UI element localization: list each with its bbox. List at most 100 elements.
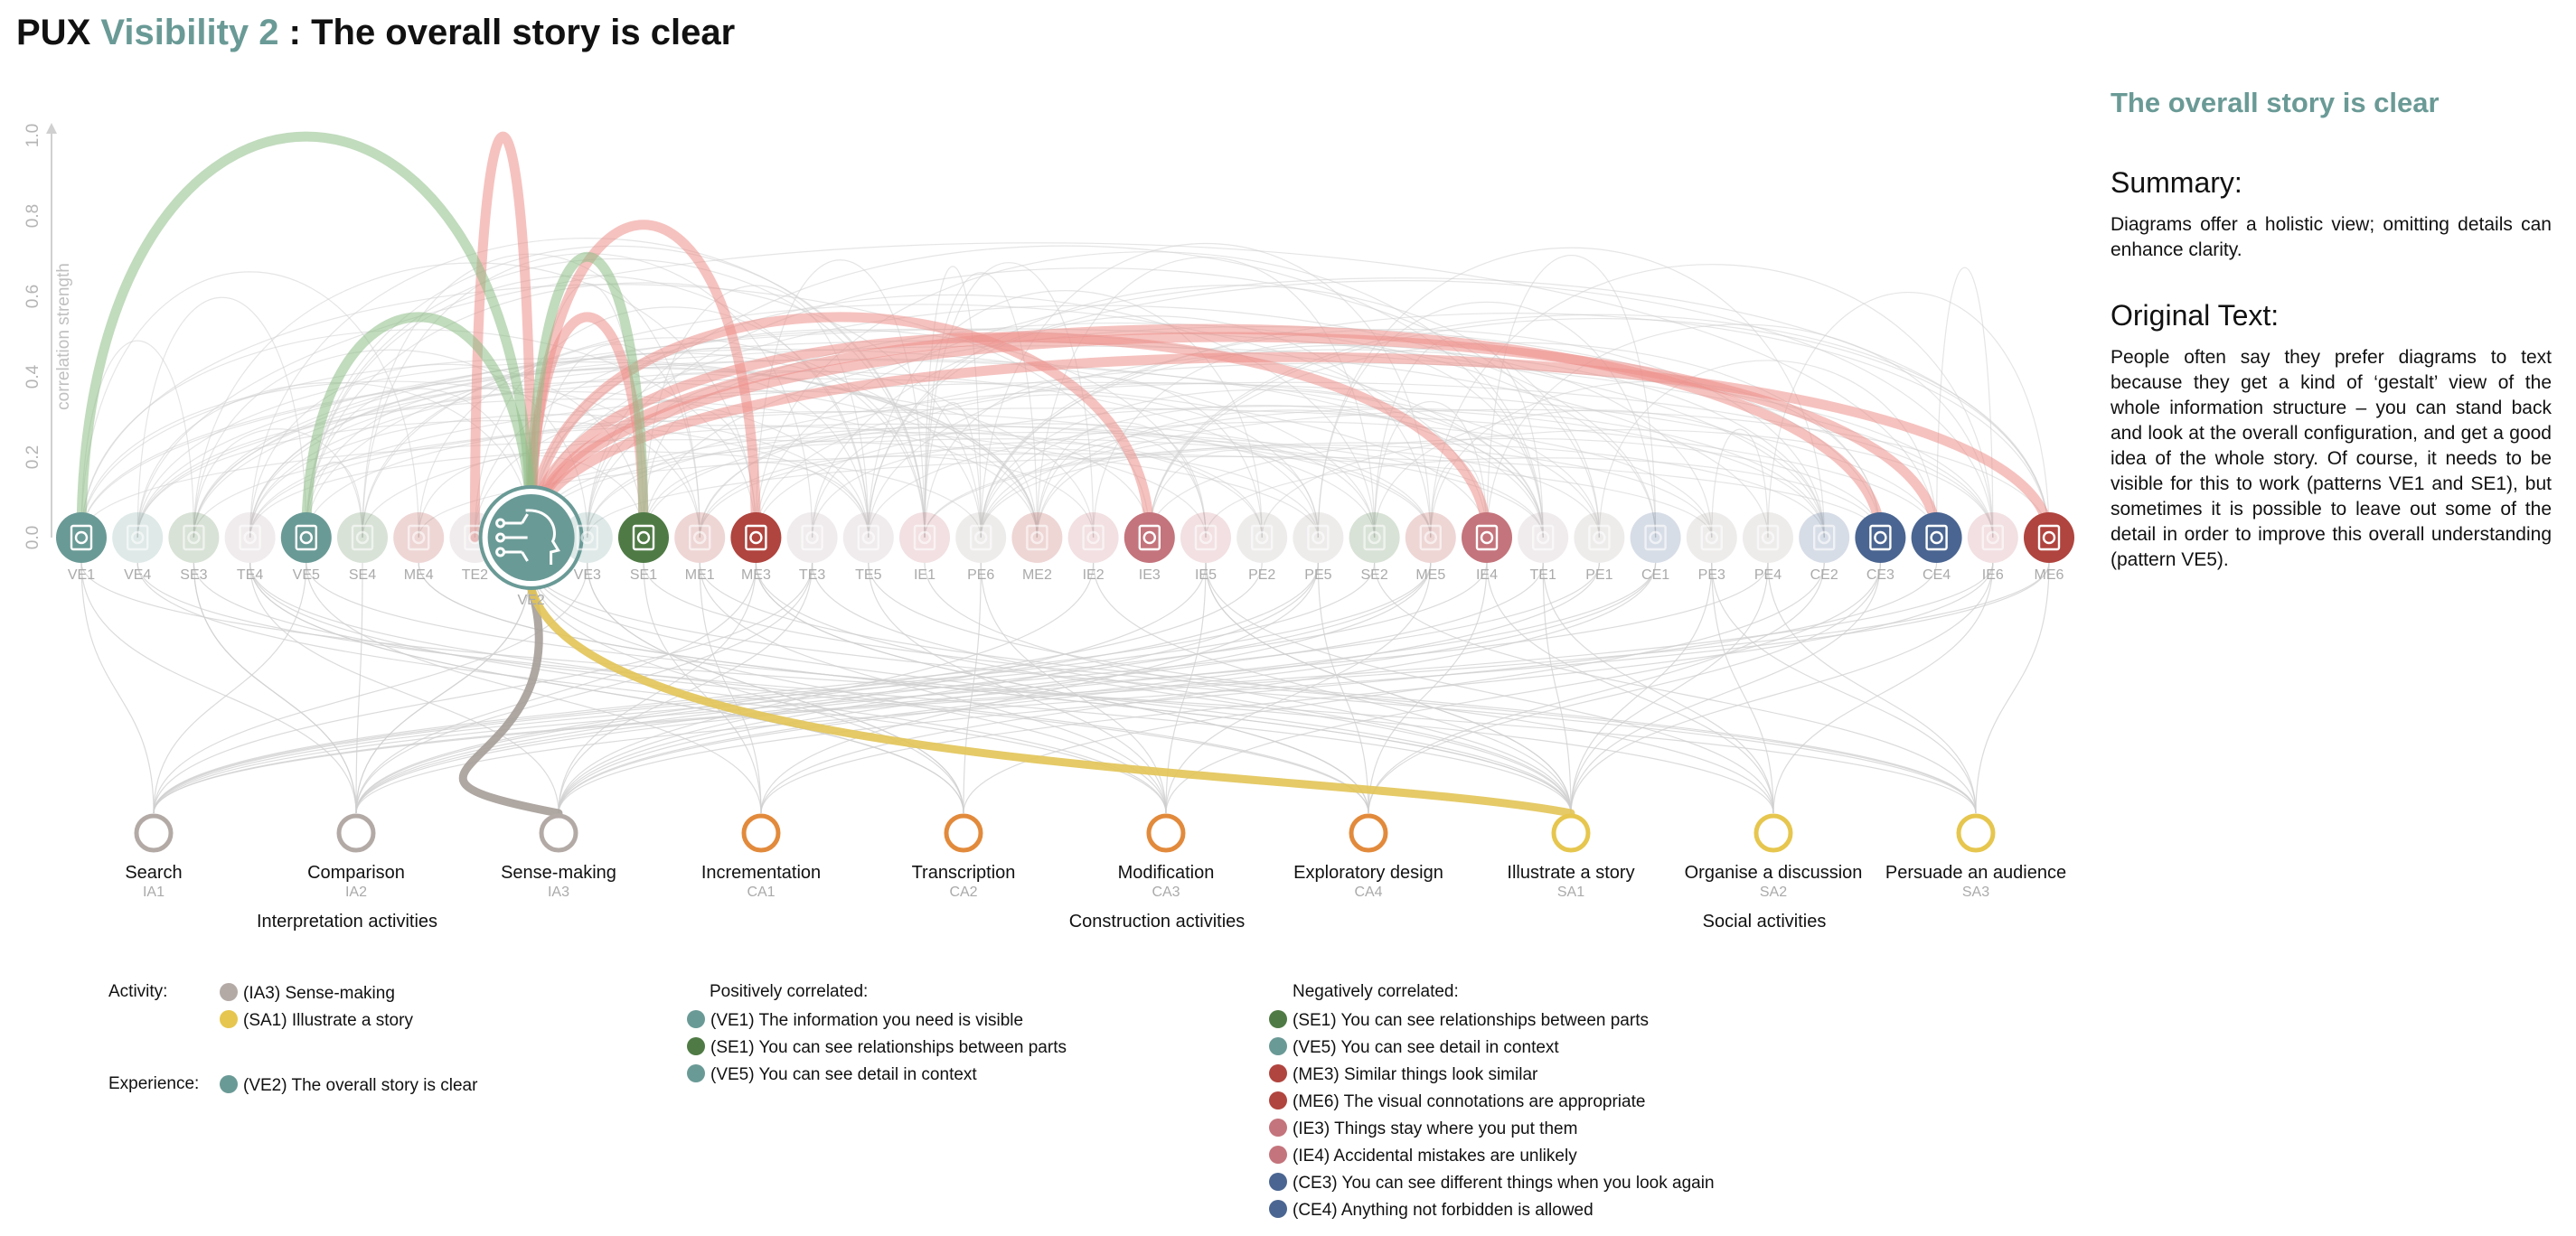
pattern-node-TE1[interactable]: TE1 <box>1518 512 1569 583</box>
pattern-node-IE3[interactable]: IE3 <box>1123 512 1175 583</box>
legend-item-text: (SE1) You can see relationships between … <box>710 1038 1067 1057</box>
activity-node-CA1[interactable]: Incrementation CA1 <box>701 813 821 900</box>
background-activity-line <box>531 562 964 814</box>
toolbox-icon <box>969 524 992 551</box>
legend-positive-title: Positively correlated: <box>710 982 869 1001</box>
background-activity-line <box>699 562 762 814</box>
activity-label: Sense-making <box>501 863 616 883</box>
pattern-node-IE2[interactable]: IE2 <box>1067 512 1119 583</box>
activity-link-IA3 <box>458 584 563 818</box>
background-activity-line <box>153 562 1432 814</box>
activity-node-SA1[interactable]: Illustrate a story SA1 <box>1507 813 1635 900</box>
eye-document-icon <box>70 524 93 551</box>
background-arc <box>306 282 982 538</box>
pattern-node-PE1[interactable]: PE1 <box>1574 512 1625 583</box>
pattern-node-SE1[interactable]: SE1 <box>618 512 669 583</box>
background-activity-line <box>1374 562 1977 814</box>
pattern-node-PE4[interactable]: PE4 <box>1743 512 1793 583</box>
activity-node-CA3[interactable]: Modification CA3 <box>1118 813 1215 900</box>
pattern-node-fill <box>1799 512 1850 563</box>
pattern-code-label: VE3 <box>574 567 601 583</box>
legend-color-dot <box>1269 1036 1287 1055</box>
background-activity-line <box>1205 562 1572 814</box>
background-arc <box>980 408 2050 538</box>
pattern-node-IE4[interactable]: IE4 <box>1462 512 1512 583</box>
pattern-node-PE3[interactable]: PE3 <box>1686 512 1737 583</box>
pattern-node-VE4[interactable]: VE4 <box>112 512 164 583</box>
sparkle-icon <box>1981 524 2005 551</box>
pattern-node-VE3[interactable]: VE3 <box>561 512 613 583</box>
pattern-node-PE2[interactable]: PE2 <box>1236 512 1288 583</box>
pattern-node-CE2[interactable]: CE2 <box>1799 512 1850 583</box>
activity-label: Persuade an audience <box>1885 863 2066 883</box>
pattern-node-PE5[interactable]: PE5 <box>1293 512 1344 583</box>
activity-code: IA3 <box>548 885 569 900</box>
background-activity-line <box>963 562 1825 814</box>
pattern-node-TE3[interactable]: TE3 <box>786 512 838 583</box>
legend-positive-item: (SE1) You can see relationships between … <box>687 1035 1067 1062</box>
pattern-node-SE3[interactable]: SE3 <box>168 512 220 583</box>
pattern-node-ME6[interactable]: ME6 <box>2024 512 2074 583</box>
background-activity-line <box>355 562 1657 814</box>
pattern-node-PE6[interactable]: PE6 <box>955 512 1007 583</box>
legend-item-text: (IA3) Sense-making <box>243 984 395 1003</box>
summary-heading: Summary: <box>2111 166 2242 199</box>
background-arc <box>1430 264 1994 538</box>
pattern-code-label: SE1 <box>630 567 657 583</box>
pattern-node-IE6[interactable]: IE6 <box>1967 512 2018 583</box>
background-activity-line <box>1317 562 1369 814</box>
pattern-node-CE4[interactable]: CE4 <box>1911 512 1962 583</box>
pattern-node-TE4[interactable]: TE4 <box>224 512 276 583</box>
legend-color-dot <box>1269 1009 1287 1028</box>
activity-node-IA1[interactable]: Search IA1 <box>125 813 183 900</box>
activity-node-SA3[interactable]: Persuade an audience SA3 <box>1885 813 2066 900</box>
pattern-node-TE5[interactable]: TE5 <box>842 512 894 583</box>
background-activity-line <box>355 562 532 814</box>
pattern-node-ME5[interactable]: ME5 <box>1405 512 1456 583</box>
pattern-node-ME2[interactable]: ME2 <box>1011 512 1063 583</box>
pattern-node-CE1[interactable]: CE1 <box>1630 512 1681 583</box>
title-prefix: PUX <box>16 13 91 52</box>
pattern-node-ME3[interactable]: ME3 <box>730 512 782 583</box>
pattern-node-VE2[interactable]: VE2 <box>478 485 584 608</box>
background-activity-line <box>153 562 588 814</box>
background-activity-line <box>249 562 1369 814</box>
pattern-node-VE5[interactable]: VE5 <box>280 512 332 583</box>
legend-negative-item: (VE5) You can see detail in context <box>1269 1035 1559 1062</box>
activity-node-SA2[interactable]: Organise a discussion SA2 <box>1685 813 1863 900</box>
pattern-code-label: IE3 <box>1139 567 1161 583</box>
pattern-node-ME1[interactable]: ME1 <box>674 512 726 583</box>
pattern-node-SE2[interactable]: SE2 <box>1349 512 1400 583</box>
pattern-code-label: TE3 <box>799 567 825 583</box>
background-activity-line <box>1486 562 1774 814</box>
background-activity-line <box>1570 562 1769 814</box>
activity-node-IA2[interactable]: Comparison IA2 <box>307 813 405 900</box>
mandala-icon <box>632 524 655 551</box>
activity-node-IA3[interactable]: Sense-making IA3 <box>501 813 616 900</box>
pattern-node-ME4[interactable]: ME4 <box>393 512 445 583</box>
background-activity-line <box>153 562 1488 814</box>
pattern-node-fill <box>1349 512 1400 563</box>
background-arc <box>755 277 2050 538</box>
activity-node-CA2[interactable]: Transcription CA2 <box>912 813 1016 900</box>
activity-node-CA4[interactable]: Exploratory design CA4 <box>1293 813 1443 900</box>
background-activity-line <box>643 562 762 814</box>
pattern-node-CE3[interactable]: CE3 <box>1855 512 1906 583</box>
background-activity-line <box>531 562 1977 814</box>
pattern-node-VE1[interactable]: VE1 <box>56 512 107 583</box>
activity-ring <box>134 813 174 853</box>
y-tick-label: 0.6 <box>24 285 42 308</box>
background-arc <box>306 388 532 538</box>
background-arc <box>1767 292 2050 538</box>
legend-negative-item: (CE3) You can see different things when … <box>1269 1170 1715 1197</box>
pattern-node-IE5[interactable]: IE5 <box>1180 512 1231 583</box>
legend-item-text: (VE5) You can see detail in context <box>710 1065 977 1084</box>
background-arc <box>587 323 1657 538</box>
chart-icon <box>1250 524 1274 551</box>
pattern-code-label: TE4 <box>237 567 263 583</box>
pattern-node-SE4[interactable]: SE4 <box>337 512 388 583</box>
summary-text: Diagrams offer a holistic view; omitting… <box>2111 214 2552 260</box>
background-activity-line <box>153 562 1769 814</box>
pattern-node-IE1[interactable]: IE1 <box>899 512 950 583</box>
pattern-code-label: IE1 <box>914 567 935 583</box>
